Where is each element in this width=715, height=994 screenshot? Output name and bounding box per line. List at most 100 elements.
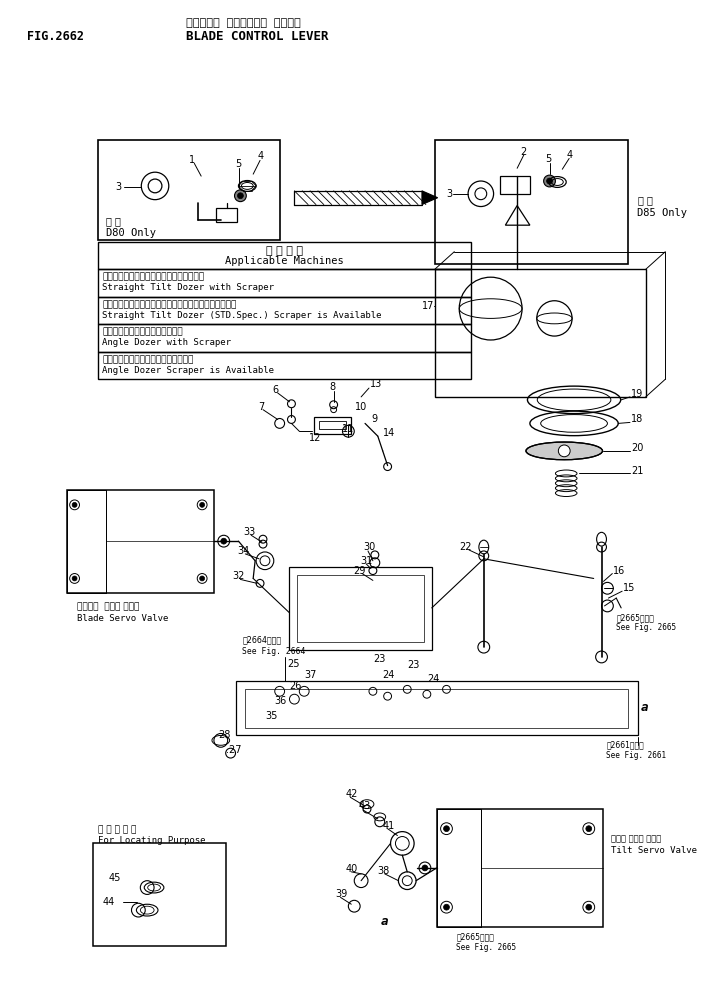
Ellipse shape [526, 442, 603, 459]
Bar [314, 416, 351, 434]
Text: 11: 11 [342, 424, 354, 434]
Bar [437, 809, 480, 926]
Bar [98, 242, 471, 269]
Text: 24: 24 [427, 674, 439, 684]
Circle shape [422, 865, 428, 871]
Circle shape [235, 190, 246, 202]
Text: 19: 19 [631, 389, 644, 399]
Text: 16: 16 [613, 566, 626, 576]
Text: 45: 45 [109, 873, 122, 883]
Text: 7: 7 [258, 402, 265, 412]
Bar [500, 176, 530, 194]
Text: 25: 25 [287, 659, 300, 669]
Text: 8: 8 [330, 382, 336, 392]
Bar [437, 809, 603, 926]
Text: 第2665図参照: 第2665図参照 [456, 932, 494, 941]
Text: 2: 2 [520, 146, 526, 157]
Text: See Fig. 2661: See Fig. 2661 [606, 750, 666, 759]
Text: 40: 40 [345, 864, 358, 874]
Circle shape [475, 188, 487, 200]
Text: 第2664図参照: 第2664図参照 [242, 636, 282, 645]
Text: 36: 36 [275, 696, 287, 706]
Text: 39: 39 [335, 890, 348, 900]
Text: 13: 13 [370, 379, 383, 389]
Text: 26: 26 [290, 682, 302, 692]
Text: 位 置 決 め 用: 位 置 決 め 用 [98, 825, 137, 834]
Text: 29: 29 [353, 566, 365, 576]
Bar [319, 421, 346, 429]
Text: a: a [381, 915, 388, 928]
Text: 28: 28 [218, 731, 230, 741]
Bar [66, 490, 214, 593]
Circle shape [72, 576, 77, 580]
Text: 10: 10 [355, 402, 368, 412]
Text: 21: 21 [631, 465, 644, 475]
Text: 4: 4 [566, 149, 572, 159]
Text: FIG.2662: FIG.2662 [27, 30, 84, 44]
Text: See Fig. 2665: See Fig. 2665 [616, 623, 676, 632]
Text: チルト マーボ バルブ: チルト マーボ バルブ [611, 834, 661, 843]
Circle shape [558, 445, 570, 457]
Circle shape [72, 502, 77, 507]
Bar [435, 269, 646, 397]
Text: 32: 32 [232, 572, 245, 581]
Circle shape [148, 179, 162, 193]
Text: 5: 5 [235, 159, 242, 169]
Text: 42: 42 [345, 789, 358, 799]
Circle shape [586, 905, 592, 911]
Bar [98, 324, 471, 352]
Text: Angle Dozer with Scraper: Angle Dozer with Scraper [102, 338, 231, 348]
Text: 44: 44 [103, 898, 115, 908]
Text: See Fig. 2664: See Fig. 2664 [242, 646, 306, 656]
Text: 37: 37 [304, 670, 317, 680]
Text: 適 用 機 種: 適 用 機 種 [266, 246, 303, 255]
Text: .27: .27 [226, 746, 241, 755]
Text: 1: 1 [189, 155, 195, 165]
Text: 23: 23 [408, 660, 420, 670]
Text: For Locating Purpose: For Locating Purpose [98, 836, 206, 845]
Bar [66, 490, 106, 593]
Text: Blade Servo Valve: Blade Servo Valve [77, 614, 168, 623]
Polygon shape [422, 191, 438, 205]
Bar [98, 352, 471, 380]
Text: 5: 5 [546, 154, 552, 164]
Circle shape [443, 826, 450, 832]
Text: ストレートチルトドーザ標準仕様スクレーパ証備可能車: ストレートチルトドーザ標準仕様スクレーパ証備可能車 [102, 300, 237, 309]
Text: 18: 18 [631, 414, 644, 424]
Text: 4: 4 [257, 151, 263, 161]
Text: 34: 34 [237, 546, 250, 556]
Text: 15: 15 [623, 583, 636, 593]
Bar [297, 575, 424, 642]
Text: 14: 14 [383, 428, 395, 438]
Circle shape [543, 175, 556, 187]
Text: 第2665図参照: 第2665図参照 [616, 613, 654, 622]
Text: 43: 43 [358, 801, 370, 811]
Text: 17: 17 [422, 300, 434, 311]
Text: 22: 22 [459, 542, 472, 552]
Text: BLADE CONTROL LEVER: BLADE CONTROL LEVER [187, 30, 329, 44]
Bar [98, 297, 471, 324]
Circle shape [199, 576, 204, 580]
Circle shape [221, 538, 227, 544]
Text: a: a [641, 702, 649, 715]
Text: 35: 35 [265, 711, 277, 721]
Text: ブレート  マーボ バルブ: ブレート マーボ バルブ [77, 602, 139, 611]
Text: 6: 6 [273, 385, 279, 395]
Bar [216, 208, 237, 223]
Text: Applicable Machines: Applicable Machines [225, 256, 344, 266]
Text: アングルドーザスクレーパ証備車: アングルドーザスクレーパ証備車 [102, 328, 182, 337]
Text: 9: 9 [371, 414, 377, 424]
Text: 23: 23 [373, 654, 385, 664]
Circle shape [199, 502, 204, 507]
Text: アングルドーザスクレーパ証備可能車: アングルドーザスクレーパ証備可能車 [102, 355, 194, 364]
Text: 38: 38 [378, 866, 390, 876]
Circle shape [546, 178, 553, 184]
Bar [93, 843, 226, 946]
Text: 専 用: 専 用 [106, 217, 121, 227]
Text: 第2661図参照: 第2661図参照 [606, 741, 644, 749]
Text: 41: 41 [383, 821, 395, 831]
Text: Straight Tilt Dozer with Scraper: Straight Tilt Dozer with Scraper [102, 283, 274, 292]
Text: D85 Only: D85 Only [637, 209, 687, 219]
Text: D80 Only: D80 Only [106, 228, 156, 238]
Text: 31: 31 [360, 556, 373, 566]
